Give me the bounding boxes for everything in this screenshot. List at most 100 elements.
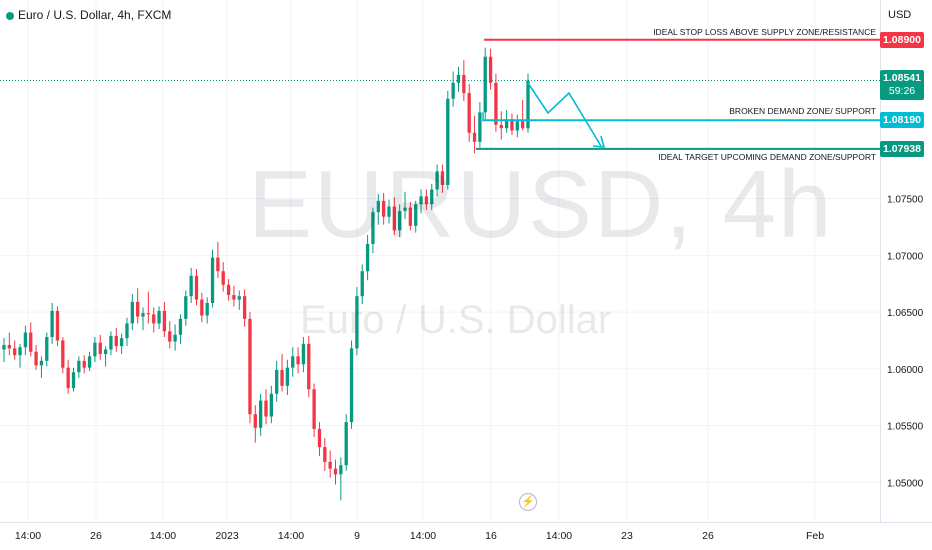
candle-body [200,299,204,316]
y-tick-label: 1.07500 [887,195,924,206]
target-price-tag: 1.07938 [880,140,924,157]
candle-body [520,121,525,129]
candle-body [82,360,86,368]
candle-body [66,367,70,389]
candle-body [55,310,60,341]
candle-body [414,204,418,226]
x-tick-label: 14:00 [410,530,436,542]
candle-body [232,295,236,300]
x-tick-label: 14:00 [150,530,176,542]
candle-body [13,348,17,356]
candle-body [114,335,118,347]
candle-body [312,389,316,429]
last-price-tag: 1.08541 59:26 [880,70,924,101]
candle-body [339,465,343,475]
candle-body [510,119,514,131]
candle-body [77,360,81,373]
candle-body [419,196,423,205]
x-tick-label: 14:00 [15,530,41,542]
y-tick-label: 1.05500 [887,422,924,433]
candle-body [365,243,370,272]
last-price-value: 1.08541 [883,72,921,85]
x-tick-label: 26 [90,530,102,542]
candle-body [168,331,172,342]
lightning-icon[interactable]: ⚡ [519,493,537,511]
x-tick-label: 9 [354,530,360,542]
candle-body [307,343,311,390]
horizontal-grid [0,198,880,483]
candle-body [387,206,391,217]
market-status-icon [6,11,14,20]
candle-body [285,367,290,386]
candle-body [141,313,145,317]
candle-body [253,414,257,428]
candle-body [291,356,295,368]
candle-body [29,332,33,352]
candle-body [398,211,402,231]
candle-body [392,206,396,231]
candle-body [39,360,44,366]
candle-body [483,56,487,113]
candle-body [424,196,429,205]
candle-body [504,119,509,129]
candle-body [189,275,193,297]
candle-body [462,74,466,94]
candle-body [488,56,493,83]
candle-body [472,132,477,142]
candle-body [301,343,306,365]
candle-body [296,356,300,365]
candle-body [23,332,28,348]
y-axis-ticks: 1.07500 1.07000 1.06500 1.06000 1.05500 1.050… [887,195,924,490]
candle-body [184,296,188,319]
candle-body [71,372,76,389]
y-tick-label: 1.07000 [887,251,924,262]
x-tick-label: 23 [621,530,633,542]
candles [2,47,530,501]
symbol-title: Euro / U.S. Dollar, 4h, FXCM [18,8,172,22]
candle-body [408,207,413,226]
currency-label[interactable]: USD [888,9,912,21]
x-tick-label: 14:00 [546,530,572,542]
candle-body [275,369,279,394]
candle-body [178,318,183,335]
candle-body [456,74,461,83]
vertical-grid [27,0,816,522]
candle-body [494,82,498,125]
candle-body [109,335,113,350]
candle-body [34,351,38,366]
candle-body [173,334,177,342]
candle-body [371,212,375,244]
projection-arrowhead [592,135,606,148]
candle-body [18,347,22,356]
symbol-header[interactable]: Euro / U.S. Dollar, 4h, FXCM [6,8,171,22]
candle-body [355,296,359,349]
candle-body [280,369,284,386]
candle-body [381,200,386,217]
x-tick-label: 16 [485,530,497,542]
stop-loss-label: IDEAL STOP LOSS ABOVE SUPPLY ZONE/RESIST… [653,26,876,37]
candle-body [45,337,49,361]
target-label: IDEAL TARGET UPCOMING DEMAND ZONE/SUPPOR… [658,151,876,162]
candle-body [205,302,209,316]
candle-body [98,342,102,355]
candle-body [216,257,220,272]
candle-body [162,310,167,332]
candle-body [93,342,97,357]
candle-body [349,348,354,423]
candle-body [2,344,6,350]
candle-body [478,112,482,142]
candle-body [264,400,268,417]
candle-body [403,207,407,212]
candle-body [317,428,322,448]
candle-body [323,447,327,462]
candle-body [61,340,65,368]
candle-body [435,171,439,190]
y-tick-label: 1.06500 [887,308,924,319]
horizontal-lines[interactable] [476,38,880,150]
projection-path[interactable] [527,82,602,147]
candle-body [87,356,92,368]
candle-body [210,257,215,303]
candle-body [258,400,263,428]
watermark-symbol: EURUSD, 4h [248,151,834,258]
